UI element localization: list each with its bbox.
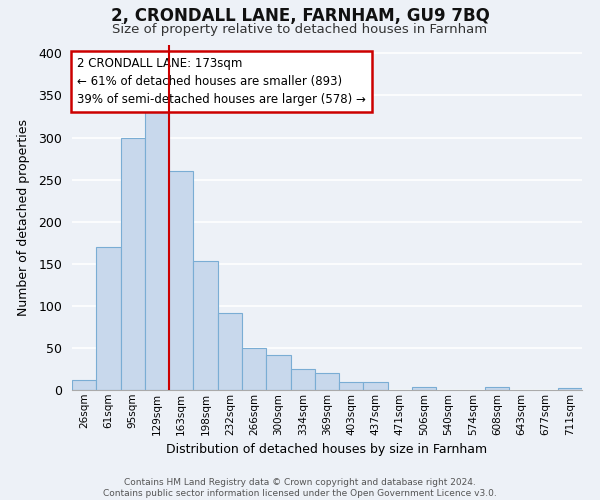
X-axis label: Distribution of detached houses by size in Farnham: Distribution of detached houses by size … [166,443,488,456]
Bar [558,388,582,390]
Bar [96,247,121,390]
Bar [193,262,218,390]
Text: 2 CRONDALL LANE: 173sqm
← 61% of detached houses are smaller (893)
39% of semi-d: 2 CRONDALL LANE: 173sqm ← 61% of detache… [77,57,366,106]
Bar [72,380,96,390]
Bar [339,382,364,390]
Bar [242,348,266,390]
Bar [485,388,509,390]
Bar [315,373,339,390]
Text: 2, CRONDALL LANE, FARNHAM, GU9 7BQ: 2, CRONDALL LANE, FARNHAM, GU9 7BQ [110,8,490,26]
Bar [266,354,290,390]
Text: Size of property relative to detached houses in Farnham: Size of property relative to detached ho… [112,22,488,36]
Text: Contains HM Land Registry data © Crown copyright and database right 2024.
Contai: Contains HM Land Registry data © Crown c… [103,478,497,498]
Bar [145,112,169,390]
Bar [364,382,388,390]
Bar [218,312,242,390]
Bar [412,386,436,390]
Y-axis label: Number of detached properties: Number of detached properties [17,119,30,316]
Bar [169,171,193,390]
Bar [121,138,145,390]
Bar [290,369,315,390]
